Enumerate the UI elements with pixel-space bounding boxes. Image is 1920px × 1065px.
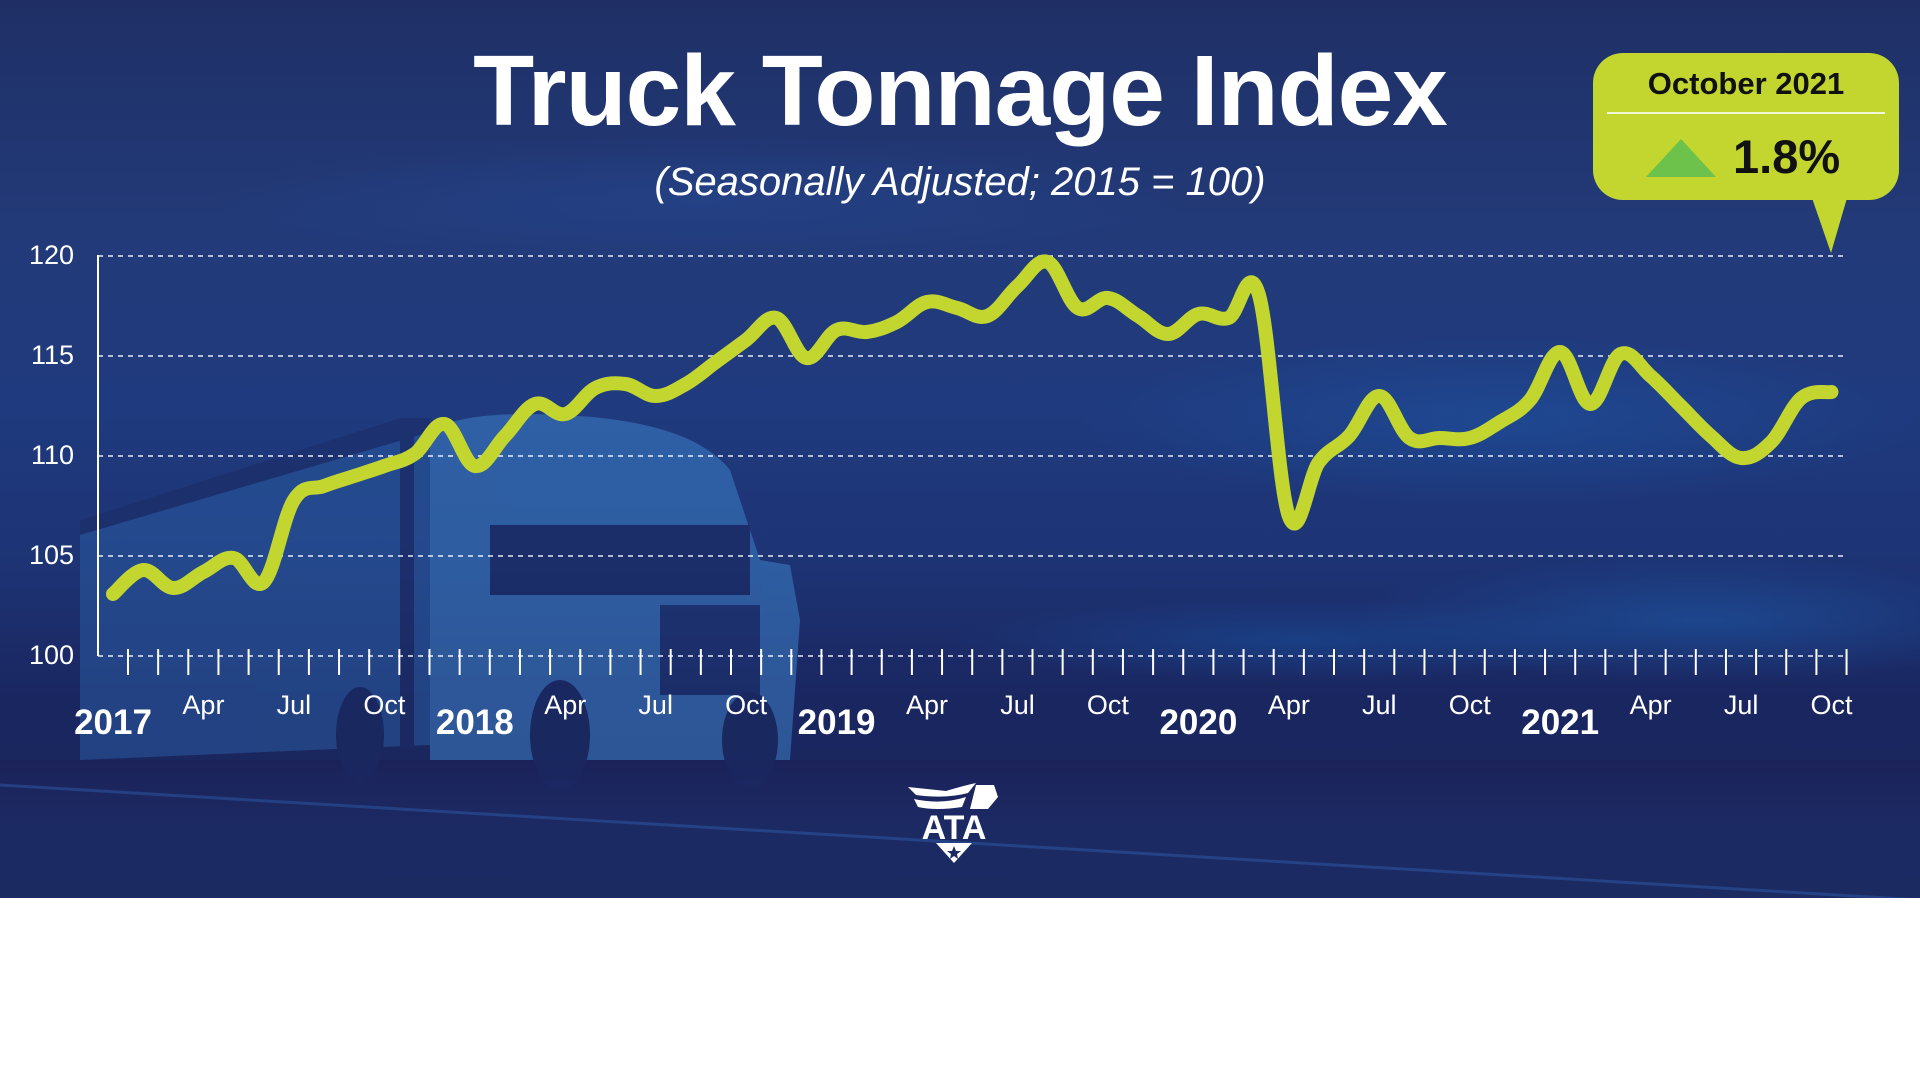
callout-period: October 2021 (1647, 66, 1845, 101)
x-month-label: Oct (1448, 690, 1491, 720)
x-month-label: Apr (1629, 690, 1672, 720)
x-month-label: Apr (544, 690, 587, 720)
x-axis-ticks (127, 649, 1848, 675)
x-month-label: Oct (1810, 690, 1853, 720)
callout-divider (1607, 112, 1885, 114)
chart-subtitle: (Seasonally Adjusted; 2015 = 100) (654, 160, 1266, 204)
x-year-label: 2018 (435, 703, 514, 742)
x-year-label: 2020 (1159, 703, 1238, 742)
x-month-label: Oct (1086, 690, 1129, 720)
callout-change: 1.8% (1733, 130, 1841, 183)
x-month-label: Jul (1723, 690, 1759, 720)
y-tick-label: 105 (28, 540, 74, 570)
x-month-label: Apr (906, 690, 949, 720)
callout-pointer (1812, 198, 1847, 253)
up-triangle-icon (1646, 139, 1716, 177)
tonnage-line (106, 254, 1839, 601)
road-background (0, 760, 1920, 898)
logo-text: ATA (922, 809, 987, 847)
x-month-label: Jul (638, 690, 673, 720)
y-tick-label: 120 (28, 240, 74, 270)
x-month-label: Oct (725, 690, 768, 720)
chart-title: Truck Tonnage Index (473, 35, 1448, 147)
x-year-label: 2019 (797, 703, 876, 742)
y-tick-label: 100 (28, 640, 74, 670)
x-month-label: Apr (182, 690, 225, 720)
y-tick-label: 115 (30, 340, 74, 370)
x-month-label: Apr (1267, 690, 1310, 720)
x-year-label: 2017 (74, 703, 152, 742)
chart-background: Truck Tonnage Index (Seasonally Adjusted… (0, 0, 1920, 898)
change-callout: October 2021 1.8% (1593, 53, 1899, 200)
x-month-label: Jul (276, 690, 312, 720)
y-tick-label: 110 (30, 440, 74, 470)
x-month-label: Jul (1362, 690, 1397, 720)
x-month-label: Jul (1000, 690, 1035, 720)
x-month-label: Oct (363, 690, 406, 720)
x-year-label: 2021 (1521, 703, 1600, 742)
plot-area (106, 198, 1848, 675)
ata-logo: ATA (908, 783, 998, 863)
